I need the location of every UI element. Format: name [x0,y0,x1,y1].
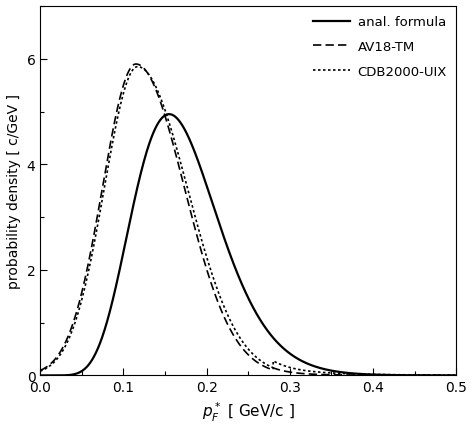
CDB2000-UIX [109,142,115,147]
CDB2000-UIX [85,273,91,278]
CDB2000-UIX [135,65,140,70]
AV18-TM [401,373,406,378]
anal. formula [37,373,43,378]
AV18-TM [197,244,203,249]
anal. formula [197,164,203,169]
AV18-TM [109,131,115,136]
AV18-TM [215,300,221,305]
CDB2000-UIX [37,369,43,374]
AV18-TM [133,62,139,68]
Line: AV18-TM: AV18-TM [40,65,456,375]
CDB2000-UIX [445,373,451,378]
Line: CDB2000-UIX: CDB2000-UIX [40,68,456,375]
anal. formula [401,373,406,378]
CDB2000-UIX [197,232,203,237]
AV18-TM [85,264,91,270]
CDB2000-UIX [401,372,406,378]
AV18-TM [453,373,459,378]
anal. formula [445,373,451,378]
AV18-TM [37,368,43,373]
Legend: anal. formula, AV18-TM, CDB2000-UIX: anal. formula, AV18-TM, CDB2000-UIX [307,11,452,84]
anal. formula [166,112,172,117]
Y-axis label: probability density [ c/GeV ]: probability density [ c/GeV ] [7,94,21,289]
anal. formula [85,363,91,369]
CDB2000-UIX [215,289,221,294]
anal. formula [453,373,459,378]
Line: anal. formula: anal. formula [40,115,456,375]
anal. formula [109,299,115,304]
CDB2000-UIX [453,373,459,378]
AV18-TM [445,373,451,378]
X-axis label: $p_F^*$ [ GeV/c ]: $p_F^*$ [ GeV/c ] [202,400,294,423]
anal. formula [215,218,221,223]
